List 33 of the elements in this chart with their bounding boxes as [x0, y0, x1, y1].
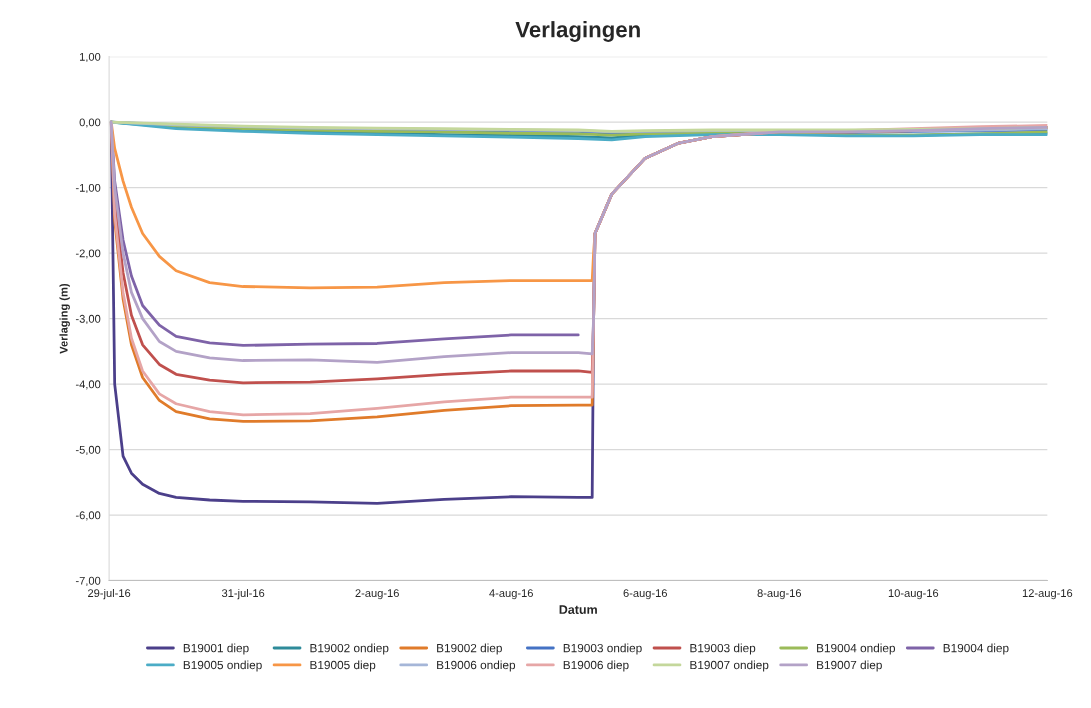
- legend-label: B19005 ondiep: [183, 660, 262, 672]
- y-axis-title: Verlaging (m): [59, 283, 70, 354]
- y-tick-label: -2,00: [75, 249, 101, 259]
- legend-label: B19003 diep: [690, 643, 756, 655]
- x-tick-label: 10-aug-16: [888, 589, 939, 600]
- legend-label: B19007 diep: [817, 660, 882, 672]
- x-tick-label: 4-aug-16: [489, 589, 533, 600]
- legend-label: B19006 diep: [563, 660, 629, 672]
- legend-label: B19002 diep: [437, 643, 502, 655]
- x-tick-label: 8-aug-16: [757, 589, 802, 600]
- chart-title: Verlagingen: [515, 21, 640, 42]
- x-tick-label: 31-jul-16: [221, 588, 265, 600]
- y-tick-label: -5,00: [75, 445, 101, 456]
- legend-label: B19006 ondiep: [437, 660, 516, 672]
- x-tick-label: 6-aug-16: [623, 589, 667, 600]
- legend-label: B19002 ondiep: [310, 643, 389, 655]
- legend-label: B19005 diep: [310, 660, 376, 672]
- x-tick-label: 29-jul-16: [88, 588, 131, 600]
- legend-label: B19004 diep: [943, 643, 1009, 655]
- y-tick-label: -3,00: [75, 314, 101, 325]
- legend-label: B19001 diep: [183, 643, 249, 655]
- x-tick-label: 12-aug-16: [1022, 589, 1073, 600]
- y-tick-label: -6,00: [75, 511, 101, 521]
- x-axis-title: Datum: [559, 605, 597, 614]
- legend-label: B19007 ondiep: [690, 660, 769, 672]
- y-tick-label: 1,00: [79, 52, 101, 63]
- x-tick-label: 2-aug-16: [355, 589, 399, 600]
- y-tick-label: -4,00: [75, 380, 101, 390]
- y-tick-label: -1,00: [75, 183, 101, 194]
- legend-label: B19004 ondiep: [817, 643, 896, 655]
- y-tick-label: 0,00: [79, 118, 101, 128]
- legend-label: B19003 ondiep: [563, 643, 642, 655]
- y-tick-label: -7,00: [75, 576, 101, 587]
